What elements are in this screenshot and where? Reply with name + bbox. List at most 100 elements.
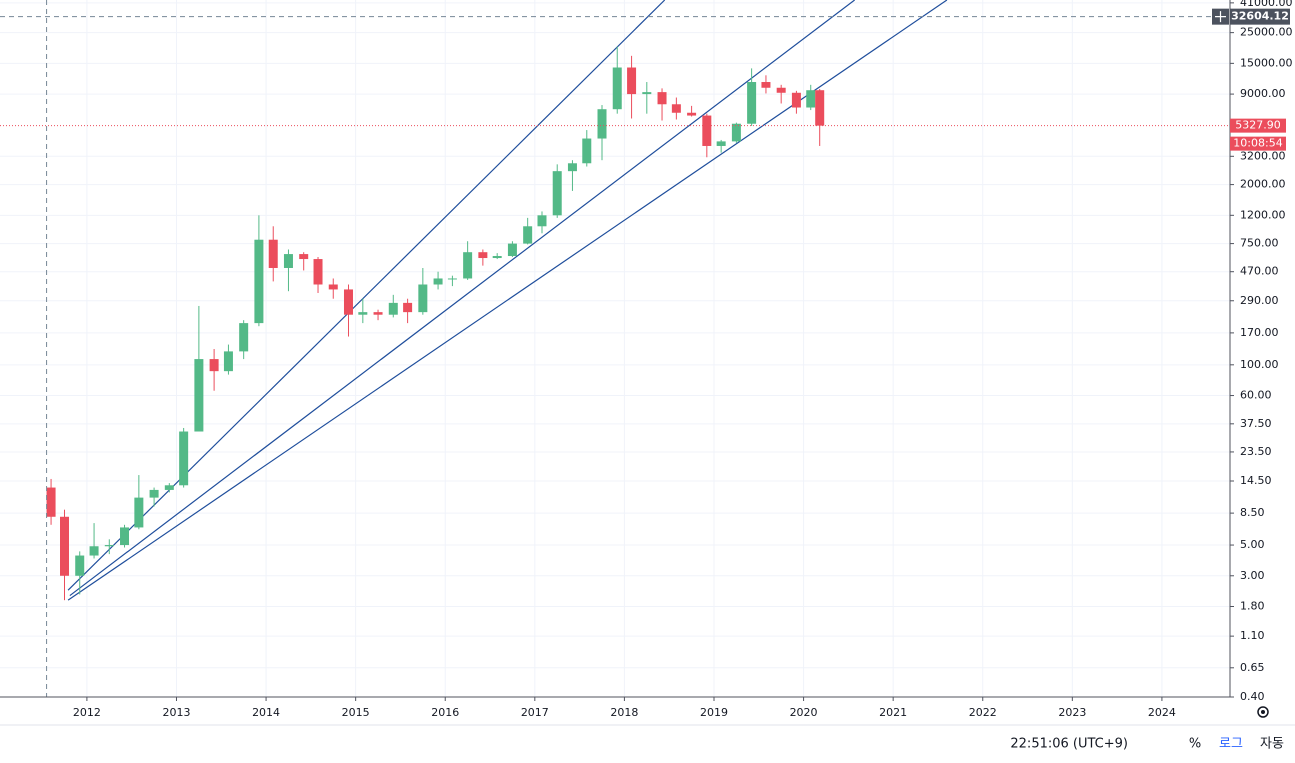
trend-line (69, 0, 856, 597)
candle-body (478, 252, 488, 259)
y-tick-label: 41000.00 (1240, 0, 1293, 9)
x-tick-label: 2020 (790, 706, 818, 719)
candle-body (313, 259, 323, 285)
candle-body (179, 431, 189, 486)
candle-body (403, 302, 413, 313)
y-tick-label: 0.40 (1240, 690, 1265, 703)
y-tick-label: 23.50 (1240, 445, 1272, 458)
x-tick-label: 2012 (73, 706, 101, 719)
candle-body (239, 323, 249, 352)
y-tick-label: 15000.00 (1240, 56, 1293, 69)
y-tick-label: 25000.00 (1240, 26, 1293, 39)
candle-body (268, 239, 278, 268)
x-tick-label: 2023 (1058, 706, 1086, 719)
candle-body (463, 252, 473, 279)
y-tick-label: 0.65 (1240, 661, 1265, 674)
candle-body (134, 497, 144, 528)
gear[interactable] (1257, 706, 1269, 718)
candle-body (657, 92, 667, 105)
x-tick-label: 2022 (969, 706, 997, 719)
x-tick-label: 2018 (610, 706, 638, 719)
last-price-box (1230, 118, 1286, 133)
candle-body (149, 489, 159, 498)
candle-body (75, 555, 85, 576)
last-price-label: 5327.90 (1235, 119, 1281, 132)
candle-body (597, 109, 607, 139)
y-tick-label: 3200.00 (1240, 149, 1286, 162)
candle-body (815, 90, 825, 126)
plot (0, 0, 1230, 697)
candle-body (747, 82, 757, 124)
candle-body (433, 278, 443, 285)
candle-body (328, 284, 338, 290)
percent-toggle[interactable]: % (1189, 737, 1201, 752)
candle-body (776, 87, 786, 93)
y-tick-label: 1.10 (1240, 629, 1265, 642)
candle-body (627, 67, 637, 95)
y-tick-label: 470.00 (1240, 265, 1279, 278)
y-tick-label: 290.00 (1240, 294, 1279, 307)
candle-body (120, 527, 130, 546)
x-tick-label: 2014 (252, 706, 280, 719)
candle-body (283, 254, 293, 268)
candle-body (687, 112, 697, 116)
auto-toggle[interactable]: 자동 (1260, 737, 1284, 752)
x-tick-label: 2013 (162, 706, 190, 719)
log-toggle[interactable]: 로그 (1219, 737, 1243, 752)
candle-body (761, 82, 771, 88)
y-tick-label: 5.00 (1240, 538, 1265, 551)
candle-body (716, 141, 726, 146)
countdown-box (1230, 136, 1286, 151)
candle-body (806, 90, 816, 108)
trend-line (67, 0, 666, 591)
candle-body (552, 171, 562, 216)
candle-body (447, 278, 457, 280)
y-tick-label: 8.50 (1240, 506, 1265, 519)
clock[interactable]: 22:51:06 (UTC+9) (1010, 737, 1128, 752)
x-tick-label: 2015 (342, 706, 370, 719)
candle-body (507, 243, 517, 257)
y-tick-label: 100.00 (1240, 358, 1279, 371)
countdown-label: 10:08:54 (1233, 137, 1282, 150)
candle-body (60, 516, 70, 576)
candle-body (582, 138, 592, 164)
axes: 41000.00 25000.00 15000.00 9000.00 3200.00 20… (73, 0, 1293, 719)
x-tick-label: 2017 (521, 706, 549, 719)
candle-body (388, 302, 398, 315)
y-tick-label: 1200.00 (1240, 208, 1286, 221)
candle-body (299, 254, 309, 260)
candle-body (702, 115, 712, 146)
candle-body (567, 163, 577, 172)
y-tick-label: 2000.00 (1240, 178, 1286, 191)
crosshair-price-label: 32604.12 (1231, 10, 1289, 23)
candle-body (209, 359, 219, 372)
candle-body (731, 123, 741, 142)
candle-body (343, 289, 353, 315)
crosshair-plus (1215, 11, 1226, 23)
y-tick-label: 170.00 (1240, 326, 1279, 339)
candle-body (642, 92, 652, 95)
candle-body (46, 487, 56, 517)
candle-body (418, 284, 428, 313)
candle-body (223, 351, 233, 372)
settings-icon[interactable] (1257, 706, 1269, 718)
candle-body (671, 104, 681, 113)
candle-body (358, 312, 368, 315)
crosshair-price-box (1230, 8, 1290, 25)
candle-body (194, 359, 204, 432)
y-tick-label: 1.80 (1240, 600, 1265, 613)
y-tick-label: 60.00 (1240, 389, 1272, 402)
gear-center[interactable] (1261, 710, 1265, 714)
y-tick-label: 14.50 (1240, 474, 1272, 487)
candle-body (492, 256, 502, 259)
y-tick-label: 9000.00 (1240, 87, 1286, 100)
x-tick-label: 2024 (1148, 706, 1176, 719)
candle-body (537, 215, 547, 227)
candle-body (89, 546, 99, 556)
candle-body (523, 226, 533, 244)
candle-body (791, 92, 801, 108)
x-tick-label: 2019 (700, 706, 728, 719)
candle-body (164, 485, 174, 490)
